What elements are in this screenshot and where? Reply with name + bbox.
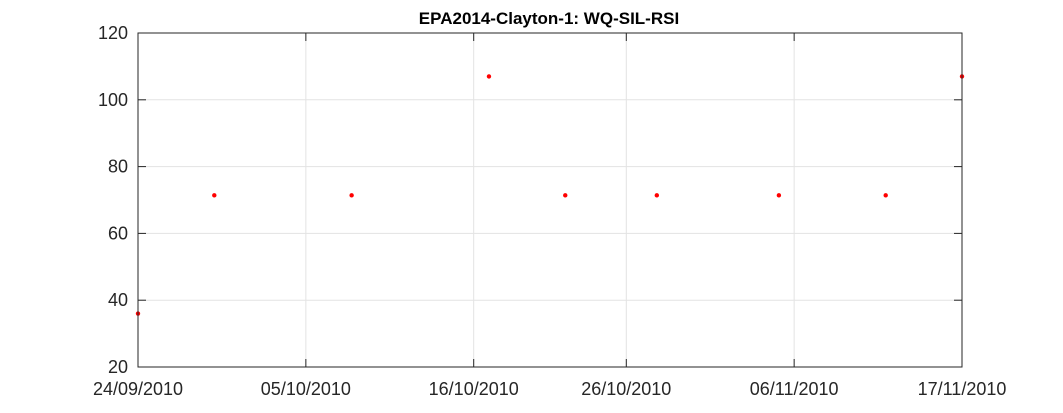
x-tick-label: 06/11/2010: [750, 379, 839, 399]
data-points: [135, 74, 965, 316]
y-tick-label: 60: [108, 223, 128, 243]
data-point: [654, 193, 660, 198]
y-tick-label: 20: [108, 357, 128, 377]
x-tick-label: 05/10/2010: [261, 379, 351, 399]
x-tick-label: 16/10/2010: [429, 379, 519, 399]
x-tick-label: 26/10/2010: [581, 379, 671, 399]
data-point: [212, 193, 217, 198]
y-tick-label: 100: [98, 90, 128, 110]
data-point: [776, 193, 782, 198]
axis-ticks: 20 40 60 80 100 120 24/09/2010 05/10/2010 16/10/…: [93, 23, 1006, 399]
chart-title: EPA2014-Clayton-1: WQ-SIL-RSI: [419, 9, 679, 28]
y-tick-label: 80: [108, 157, 128, 177]
data-point: [883, 193, 888, 198]
x-tick-label: 17/11/2010: [918, 379, 1007, 399]
y-tick-label: 40: [108, 290, 128, 310]
y-tick-label: 120: [98, 23, 128, 43]
data-point: [486, 74, 492, 79]
plot-area-border: [137, 32, 963, 368]
grid-lines: [137, 32, 963, 368]
data-point: [563, 193, 568, 198]
x-tick-label: 24/09/2010: [93, 379, 183, 399]
data-point: [349, 193, 354, 198]
